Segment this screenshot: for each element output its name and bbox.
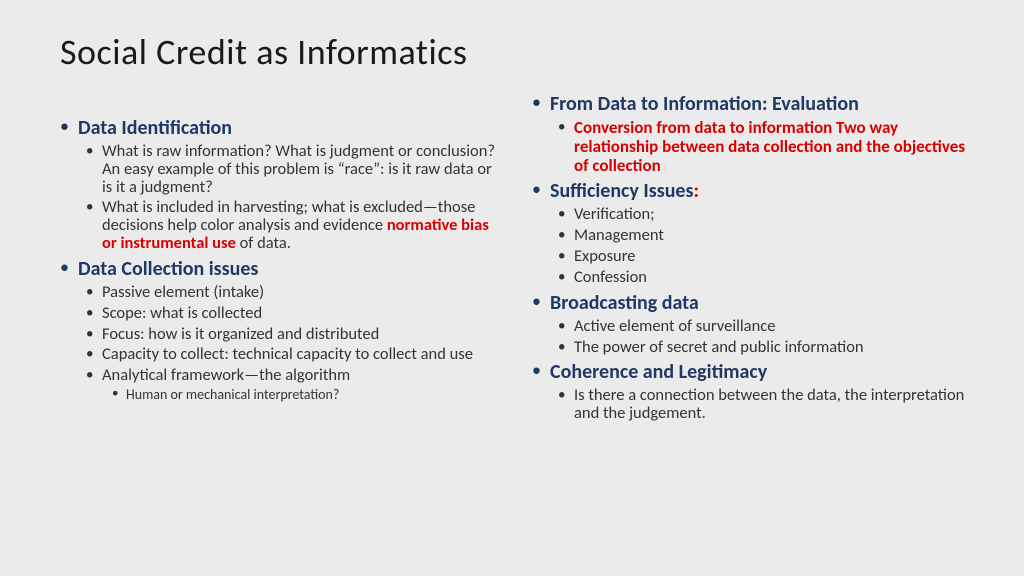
text-sufficiency: Sufficiency Issues	[550, 179, 693, 203]
bullet-scope: Scope: what is collected	[86, 305, 502, 323]
slide-title: Social Credit as Informatics	[60, 30, 974, 74]
bullet-verification: Verification;	[558, 206, 974, 224]
text-harvesting-post: of data.	[236, 233, 291, 253]
bullet-raw-info: What is raw information? What is judgmen…	[86, 143, 502, 196]
heading-broadcasting: Broadcasting data	[550, 291, 699, 315]
section-coherence: Coherence and Legitimacy Is there a conn…	[532, 360, 974, 423]
text-analytical: Analytical framework—the algorithm	[102, 365, 350, 385]
bullet-analytical: Analytical framework—the algorithm Human…	[86, 367, 502, 402]
heading-coherence: Coherence and Legitimacy	[550, 360, 767, 384]
bullet-management: Management	[558, 227, 974, 245]
section-evaluation: From Data to Information: Evaluation Con…	[532, 92, 974, 175]
text-conversion: Conversion from data to information Two …	[574, 117, 965, 176]
bullet-active-surveillance: Active element of surveillance	[558, 318, 974, 336]
bullet-capacity: Capacity to collect: technical capacity …	[86, 346, 502, 364]
section-data-collection: Data Collection issues Passive element (…	[60, 257, 502, 402]
heading-evaluation: From Data to Information: Evaluation	[550, 92, 859, 116]
heading-data-collection: Data Collection issues	[78, 257, 258, 281]
bullet-conversion: Conversion from data to information Two …	[558, 119, 974, 175]
bullet-exposure: Exposure	[558, 248, 974, 266]
bullet-connection: Is there a connection between the data, …	[558, 387, 974, 423]
content-columns: Data Identification What is raw informat…	[60, 92, 974, 427]
text-colon: :	[693, 179, 699, 203]
bullet-focus: Focus: how is it organized and distribut…	[86, 326, 502, 344]
right-column: From Data to Information: Evaluation Con…	[532, 92, 974, 427]
bullet-harvesting: What is included in harvesting; what is …	[86, 199, 502, 252]
bullet-confession: Confession	[558, 269, 974, 287]
bullet-passive: Passive element (intake)	[86, 284, 502, 302]
section-data-identification: Data Identification What is raw informat…	[60, 116, 502, 253]
heading-sufficiency: Sufficiency Issues:	[550, 179, 699, 203]
slide: Social Credit as Informatics Data Identi…	[0, 0, 1024, 447]
heading-data-identification: Data Identification	[78, 116, 232, 140]
bullet-human-mechanical: Human or mechanical interpretation?	[112, 387, 502, 402]
left-column: Data Identification What is raw informat…	[60, 92, 502, 427]
bullet-secret-public: The power of secret and public informati…	[558, 339, 974, 357]
section-sufficiency: Sufficiency Issues: Verification; Manage…	[532, 179, 974, 286]
section-broadcasting: Broadcasting data Active element of surv…	[532, 291, 974, 357]
